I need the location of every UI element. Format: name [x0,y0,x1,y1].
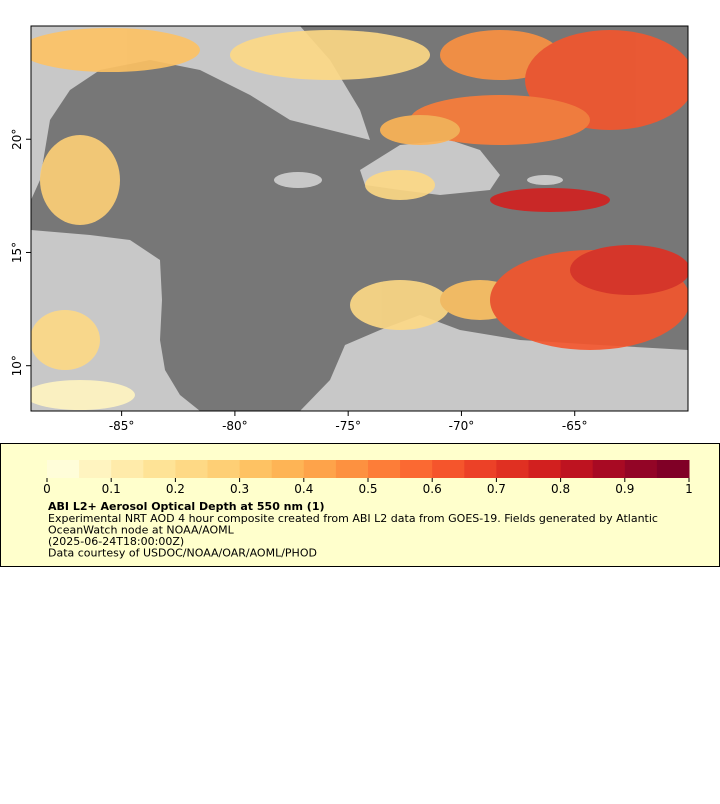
colorbar-swatch [335,460,369,478]
y-tick-label: 10° [10,355,24,376]
colorbar-swatch [143,460,176,478]
colorbar-tick-label: 0.4 [294,482,313,496]
colorbar-swatch [656,460,690,478]
land [300,315,688,411]
description-line: Data courtesy of USDOC/NOAA/OAR/AOML/PHO… [48,547,317,560]
colorbar-swatch [111,460,144,478]
legend-description: Experimental NRT AOD 4 hour composite cr… [48,512,658,560]
colorbar-swatch [496,460,529,478]
legend-title: ABI L2+ Aerosol Optical Depth at 550 nm … [48,500,325,513]
axes: -85° -80° -75° -70° -65° 10° 15° 20° [10,129,588,433]
x-tick-label: -80° [222,419,248,433]
colorbar-swatch [239,460,273,478]
colorbar-swatch [624,460,658,478]
description-line: (2025-06-24T18:00:00Z) [48,535,184,548]
colorbar-swatch [47,460,80,478]
x-tick-label: -70° [449,419,475,433]
colorbar-tick-label: 0.6 [423,482,442,496]
colorbar-swatch [175,460,208,478]
colorbar-tick-label: 0.2 [166,482,185,496]
x-tick-label: -75° [335,419,361,433]
colorbar: 0 0.1 0.2 0.3 0.4 0.5 0.6 0.7 0.8 0.9 1 [43,460,693,496]
colorbar-tick-label: 0.1 [102,482,121,496]
description-line: OceanWatch node at NOAA/AOML [48,524,235,537]
aerosol-field [31,28,688,410]
map-frame [30,25,689,412]
colorbar-tick-label: 0.9 [615,482,634,496]
colorbar-swatch [464,460,497,478]
colorbar-swatch [432,460,465,478]
colorbar-tick-label: 0.7 [487,482,506,496]
x-tick-label: -65° [562,419,588,433]
colorbar-tick-label: 0.8 [551,482,570,496]
x-tick-label: -85° [109,419,135,433]
y-tick-label: 20° [10,129,24,150]
colorbar-swatch [303,460,337,478]
colorbar-swatch [79,460,112,478]
colorbar-swatch [207,460,241,478]
colorbar-tick-label: 0.5 [358,482,377,496]
colorbar-tick-label: 0.3 [230,482,249,496]
colorbar-swatch [271,460,305,478]
colorbar-tick-label: 0 [43,482,51,496]
y-tick-label: 15° [10,242,24,263]
colorbar-swatch [592,460,626,478]
colorbar-swatch [368,460,401,478]
land [274,172,322,188]
description-line: Experimental NRT AOD 4 hour composite cr… [48,512,658,525]
colorbar-tick-label: 1 [685,482,693,496]
colorbar-swatch [400,460,433,478]
land [527,175,563,185]
map [31,26,688,411]
colorbar-swatch [528,460,562,478]
colorbar-swatch [560,460,594,478]
